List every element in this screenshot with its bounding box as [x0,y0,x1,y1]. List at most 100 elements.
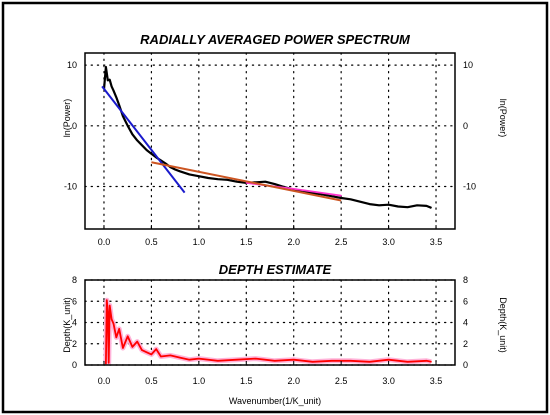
power-data-point [122,115,124,117]
power-data-point [105,66,107,68]
power-data-point [146,149,148,151]
power-data-point [188,173,190,175]
power-data-point [226,179,228,181]
power-data-point [340,197,342,199]
power-series-line-0 [102,65,432,209]
depth-data-point [108,362,110,364]
depth-y-tick-label-left: 6 [72,296,77,306]
depth-data-point [274,360,276,362]
power-y-tick-label-left: -10 [64,182,77,192]
depth-y-tick-label-right: 0 [463,360,468,370]
depth-x-tick-label: 3.5 [430,376,443,386]
depth-x-tick-label: 2.5 [335,376,348,386]
power-data-point [136,139,138,141]
power-data-point [198,175,200,177]
power-y-tick-label-left: 10 [67,60,77,70]
power-data-point [112,90,115,92]
power-data-point [369,203,371,205]
power-data-point [378,204,380,206]
power-y-tick-label-right: 10 [463,60,473,70]
power-data-point [107,79,109,81]
power-data-point [425,205,428,207]
power-data-point [174,168,176,171]
depth-data-point [131,346,134,348]
power-x-tick-label: 0.5 [145,237,158,247]
power-data-point [331,195,333,197]
power-x-tick-label: 1.5 [240,237,253,247]
depth-data-point [122,347,124,349]
depth-data-point [217,360,219,362]
depth-data-point [188,359,190,361]
depth-data-point [169,354,171,357]
depth-data-point [293,359,295,361]
depth-x-tick-label: 2.0 [287,376,300,386]
power-x-tick-label: 0.0 [98,237,111,247]
power-data-point [430,207,432,209]
depth-y-tick-label-left: 4 [72,318,77,328]
power-x-tick-label: 2.0 [287,237,300,247]
power-y-tick-label-left: 0 [72,121,77,131]
power-x-tick-label: 3.0 [382,237,395,247]
depth-data-point [127,335,129,337]
power-x-tick-label: 3.5 [430,237,443,247]
power-x-tick-label: 1.0 [193,237,206,247]
depth-data-point [369,361,371,363]
power-data-point [127,125,129,127]
power-data-point [109,79,111,81]
depth-data-point [160,355,162,358]
power-data-point [150,153,153,155]
depth-data-point [406,361,409,363]
power-fit-line-1 [151,161,342,202]
depth-data-point [112,322,115,325]
depth-data-point [136,341,138,343]
power-data-point [350,198,352,200]
power-data-point [416,204,418,206]
power-data-point [236,181,238,183]
depth-data-point [141,349,143,351]
power-data-point [141,144,143,146]
power-y-tick-label-right: -10 [463,182,476,192]
power-data-point [131,133,134,135]
depth-data-point [106,299,108,301]
power-data-point [118,104,120,106]
depth-y-tick-label-left: 0 [72,360,77,370]
depth-data-point [198,358,200,360]
power-data-point [217,178,219,180]
depth-x-tick-label: 0.0 [98,376,111,386]
depth-estimate-title: DEPTH ESTIMATE [219,262,332,277]
depth-x-tick-label: 1.0 [193,376,206,386]
depth-data-point [425,360,428,362]
wavenumber-xlabel: Wavenumber(1/K_unit) [229,396,321,406]
depth-y-tick-label-right: 6 [463,296,468,306]
depth-y-tick-label-right: 8 [463,275,468,285]
power-data-point [293,188,295,190]
power-data-point [397,205,399,208]
depth-y-tick-label-right: 2 [463,339,468,349]
depth-data-point [115,336,117,338]
depth-data-point [155,348,157,350]
power-right-ylabel: ln(Power) [498,99,508,138]
power-data-point [387,204,390,206]
depth-data-point [107,311,109,313]
depth-data-point [179,356,181,359]
power-data-point [179,170,181,172]
power-data-point [207,177,209,179]
depth-data-point [118,328,120,330]
depth-left-ylabel: Depth(K_unit) [62,297,72,353]
depth-x-tick-label: 0.5 [145,376,158,386]
power-fit-line-0 [101,85,186,194]
depth-right-ylabel: Depth(K_unit) [498,297,508,353]
power-data-point [340,195,342,197]
power-data-point [165,162,167,165]
depth-data-point [150,353,153,355]
power-data-point [115,96,117,98]
depth-data-point [146,351,148,353]
depth-y-tick-label-left: 8 [72,275,77,285]
power-data-point [359,201,361,203]
power-data-point [274,183,276,185]
depth-data-point [110,318,113,320]
depth-data-point [105,363,107,365]
